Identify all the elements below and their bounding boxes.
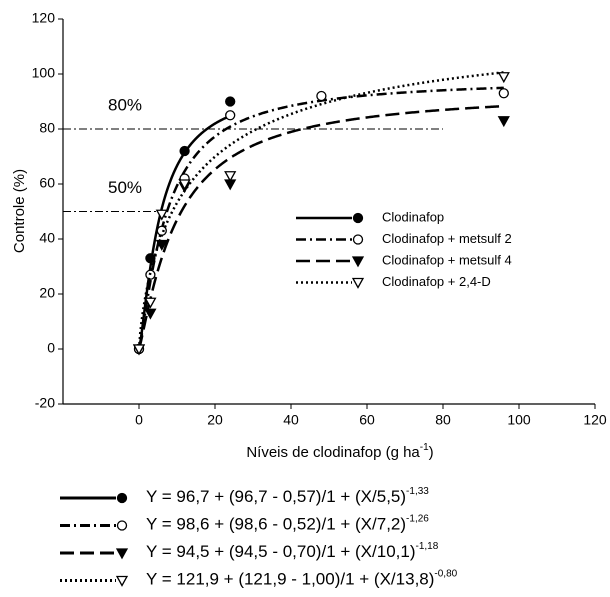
marker <box>178 179 191 191</box>
equation-marker <box>116 492 128 504</box>
marker <box>497 116 510 128</box>
marker <box>497 72 510 84</box>
legend-marker <box>352 212 364 224</box>
equation-exponent: -1,26 <box>406 513 429 524</box>
equation-text: Y = 96,7 + (96,7 - 0,57)/1 + (X/5,5) <box>146 487 406 506</box>
marker <box>144 297 157 309</box>
x-tick-label: 20 <box>207 412 223 428</box>
y-tick-label: 100 <box>32 65 56 81</box>
x-tick-label: 40 <box>283 412 299 428</box>
marker <box>155 209 168 221</box>
equation-marker <box>115 575 129 587</box>
marker <box>225 110 236 121</box>
equation-marker <box>115 548 129 560</box>
reference-label: 80% <box>108 95 142 114</box>
equation-exponent: -1,18 <box>416 541 439 552</box>
x-tick-label: 0 <box>135 412 143 428</box>
y-axis-label: Controle (%) <box>11 169 28 253</box>
y-tick-label: -20 <box>35 395 55 411</box>
x-axis-label-text: Níveis de clodinafop (g ha <box>246 444 420 461</box>
marker <box>156 225 167 236</box>
marker <box>225 96 236 107</box>
x-tick-label: 120 <box>583 412 607 428</box>
fit-curve <box>137 71 504 350</box>
equation-exponent: -0,80 <box>434 568 457 579</box>
equation: Y = 98,6 + (98,6 - 0,52)/1 + (X/7,2)-1,2… <box>146 513 429 534</box>
legend-marker <box>352 234 364 245</box>
legend-label: Clodinafop + metsulf 2 <box>382 231 512 246</box>
marker <box>144 308 157 320</box>
equation: Y = 94,5 + (94,5 - 0,70)/1 + (X/10,1)-1,… <box>146 541 439 562</box>
marker <box>498 88 509 99</box>
marker <box>145 253 156 264</box>
x-tick-label: 100 <box>507 412 531 428</box>
x-tick-label: 60 <box>359 412 375 428</box>
reference-label: 50% <box>108 178 142 197</box>
equation: Y = 96,7 + (96,7 - 0,57)/1 + (X/5,5)-1,3… <box>146 486 429 507</box>
legend-label: Clodinafop + metsulf 4 <box>382 252 512 267</box>
marker <box>316 90 327 102</box>
x-tick-label: 80 <box>435 412 451 428</box>
x-axis-label: Níveis de clodinafop (g ha-1) <box>246 442 433 461</box>
y-tick-label: 80 <box>39 120 55 136</box>
legend-label: Clodinafop <box>382 209 444 224</box>
equation-exponent: -1,33 <box>406 486 429 497</box>
marker <box>179 145 190 157</box>
marker <box>224 171 237 183</box>
x-axis-label-end: ) <box>429 444 434 461</box>
x-axis-label-sup: -1 <box>420 442 429 453</box>
marker <box>132 344 146 356</box>
equation-text: Y = 94,5 + (94,5 - 0,70)/1 + (X/10,1) <box>146 542 416 561</box>
y-tick-label: 40 <box>39 230 55 246</box>
y-tick-label: 20 <box>39 285 55 301</box>
y-tick-label: 120 <box>32 10 56 26</box>
equation: Y = 121,9 + (121,9 - 1,00)/1 + (X/13,8)-… <box>146 568 458 589</box>
equation-marker <box>116 520 128 531</box>
legend-marker <box>351 256 365 268</box>
y-tick-label: 0 <box>47 340 55 356</box>
equation-text: Y = 98,6 + (98,6 - 0,52)/1 + (X/7,2) <box>146 515 406 534</box>
y-tick-label: 60 <box>39 175 55 191</box>
legend-marker <box>351 277 365 289</box>
equation-text: Y = 121,9 + (121,9 - 1,00)/1 + (X/13,8) <box>146 570 434 589</box>
legend-label: Clodinafop + 2,4-D <box>382 274 491 289</box>
